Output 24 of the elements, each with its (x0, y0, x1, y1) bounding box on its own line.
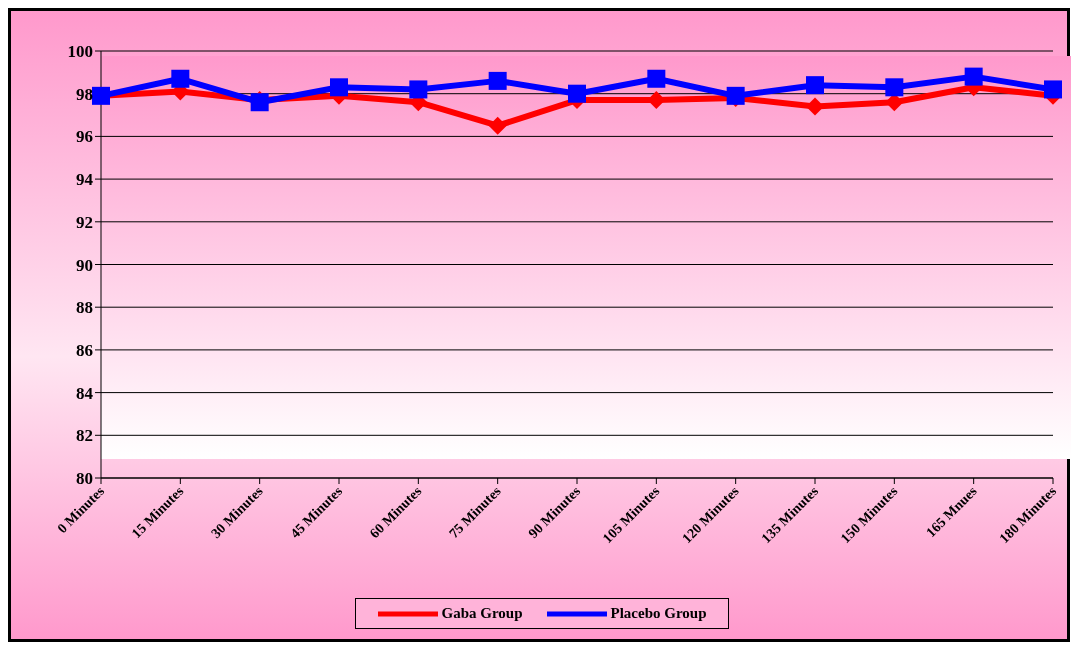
y-tick-label: 90 (76, 255, 93, 275)
point (885, 78, 904, 97)
legend-label: Placebo Group (609, 605, 707, 622)
point (568, 84, 586, 103)
point (647, 69, 666, 88)
point (806, 76, 824, 95)
y-tick-label: 80 (76, 469, 93, 489)
y-tick-label: 100 (67, 42, 93, 62)
y-tick-label: 84 (76, 383, 94, 403)
point (330, 78, 348, 97)
point (806, 97, 824, 116)
y-tick-label: 82 (76, 426, 93, 446)
point (409, 80, 428, 99)
point (171, 69, 190, 88)
y-tick-label: 86 (76, 340, 93, 360)
point (1044, 80, 1062, 99)
legend-label: Gaba Group (440, 605, 523, 622)
y-tick-label: 92 (76, 212, 93, 232)
point (488, 116, 507, 135)
point (488, 71, 507, 90)
y-tick-label: 88 (76, 298, 93, 318)
point (964, 67, 983, 86)
y-tick-label: 94 (76, 170, 94, 190)
y-tick-label: 96 (76, 127, 93, 147)
